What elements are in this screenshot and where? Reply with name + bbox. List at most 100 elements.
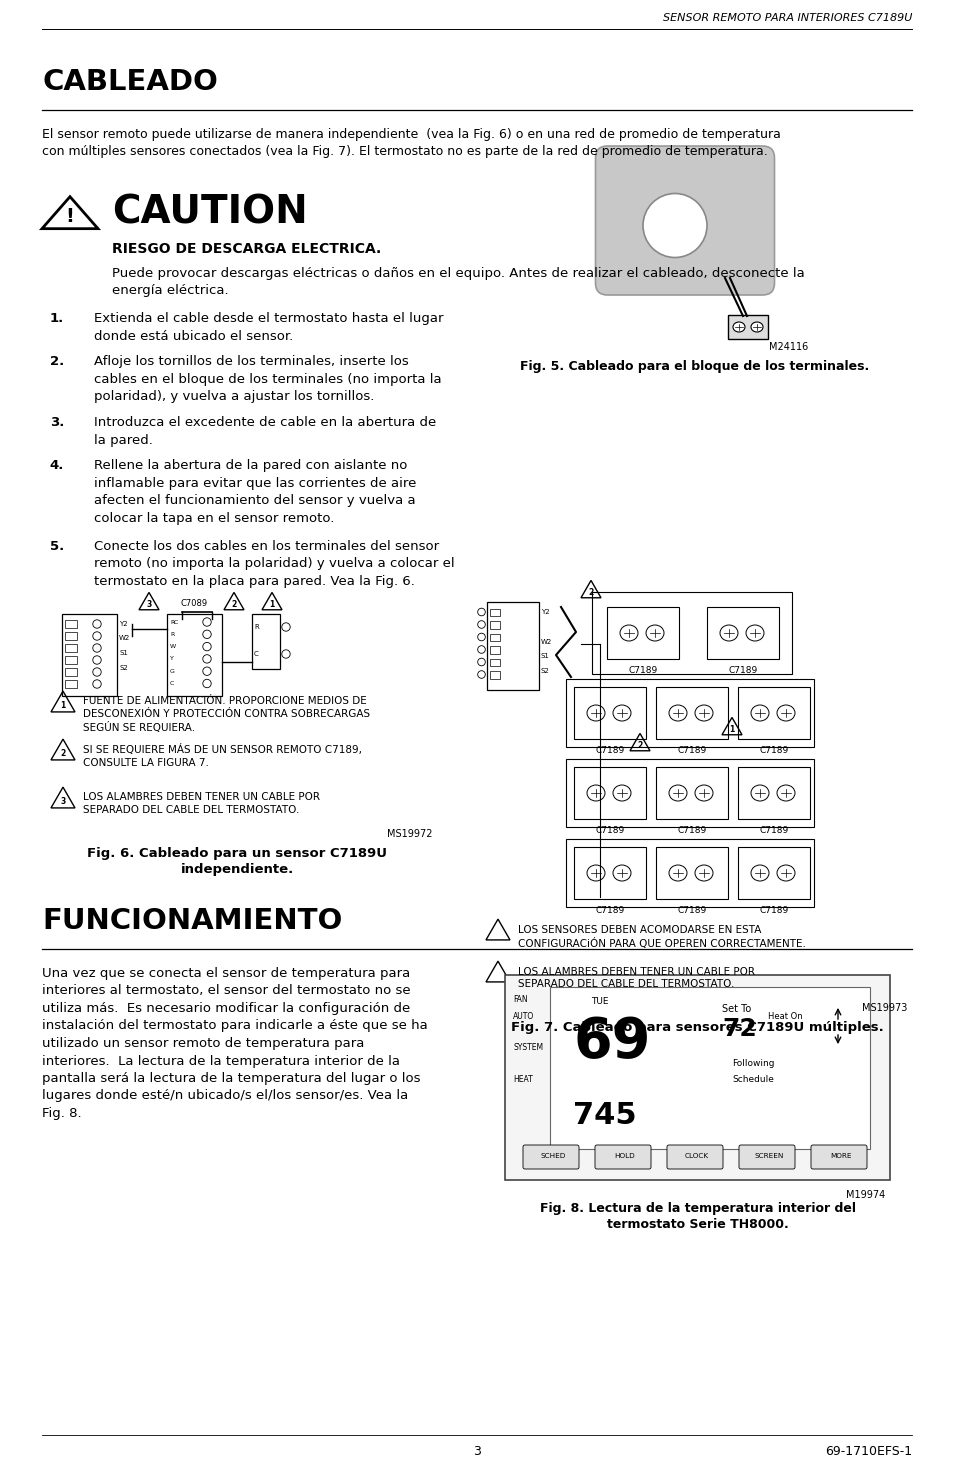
FancyBboxPatch shape	[666, 1145, 722, 1170]
Text: C7189: C7189	[595, 746, 624, 755]
Circle shape	[92, 656, 101, 664]
Text: Following: Following	[731, 1059, 774, 1068]
Text: TUE: TUE	[591, 997, 608, 1006]
Text: SCREEN: SCREEN	[754, 1153, 782, 1159]
Ellipse shape	[750, 322, 762, 332]
Text: G: G	[170, 668, 174, 674]
Text: Puede provocar descargas eléctricas o daños en el equipo. Antes de realizar el c: Puede provocar descargas eléctricas o da…	[112, 267, 804, 296]
Bar	[504, 975, 889, 1180]
Text: Afloje los tornillos de los terminales, inserte los
cables en el bloque de los t: Afloje los tornillos de los terminales, …	[94, 355, 441, 403]
Text: 2: 2	[637, 740, 642, 749]
Circle shape	[203, 643, 211, 650]
Text: MS19972: MS19972	[386, 829, 432, 839]
Text: 1: 1	[60, 701, 66, 709]
Text: C7189: C7189	[677, 826, 706, 835]
Text: CAUTION: CAUTION	[112, 195, 308, 232]
Text: 4.: 4.	[50, 460, 64, 472]
FancyBboxPatch shape	[739, 1145, 794, 1170]
Text: S2: S2	[119, 665, 128, 671]
Text: Y2: Y2	[540, 609, 549, 615]
Text: Fig. 5. Cableado para el bloque de los terminales.: Fig. 5. Cableado para el bloque de los t…	[519, 360, 869, 373]
Circle shape	[203, 618, 211, 627]
Bar	[65, 620, 77, 628]
Text: Y2: Y2	[119, 621, 128, 627]
Ellipse shape	[695, 864, 712, 881]
Text: SCHED: SCHED	[539, 1153, 565, 1159]
Text: 2: 2	[60, 748, 66, 758]
Circle shape	[203, 655, 211, 664]
Text: 2: 2	[588, 587, 593, 596]
Bar	[656, 767, 727, 819]
FancyBboxPatch shape	[522, 1145, 578, 1170]
Text: SENSOR REMOTO PARA INTERIORES C7189U: SENSOR REMOTO PARA INTERIORES C7189U	[662, 13, 911, 24]
Text: 1: 1	[269, 599, 274, 609]
Bar	[490, 658, 499, 667]
Text: HEAT: HEAT	[513, 1075, 532, 1084]
Text: 2: 2	[232, 599, 236, 609]
Text: AUTO: AUTO	[513, 1012, 534, 1022]
Text: C7089: C7089	[181, 599, 208, 608]
Ellipse shape	[776, 864, 794, 881]
Bar	[738, 687, 809, 739]
Ellipse shape	[695, 785, 712, 801]
Text: CABLEADO: CABLEADO	[42, 68, 217, 96]
Text: 72: 72	[721, 1016, 756, 1041]
Text: Extienda el cable desde el termostato hasta el lugar
donde está ubicado el senso: Extienda el cable desde el termostato ha…	[94, 313, 443, 342]
Bar	[606, 608, 679, 659]
Text: CLOCK: CLOCK	[684, 1153, 708, 1159]
Text: C7189: C7189	[595, 826, 624, 835]
Bar	[574, 767, 645, 819]
Text: 745: 745	[573, 1100, 637, 1130]
Text: RIESGO DE DESCARGA ELECTRICA.: RIESGO DE DESCARGA ELECTRICA.	[112, 242, 381, 257]
Text: 3: 3	[60, 796, 66, 805]
Circle shape	[477, 621, 485, 628]
Ellipse shape	[776, 705, 794, 721]
Text: Y: Y	[170, 656, 173, 661]
Ellipse shape	[750, 705, 768, 721]
Circle shape	[477, 646, 485, 653]
Text: M19974: M19974	[845, 1190, 884, 1201]
Text: Fig. 8. Lectura de la temperatura interior del
termostato Serie TH8000.: Fig. 8. Lectura de la temperatura interi…	[539, 1202, 855, 1232]
Text: 69-1710EFS-1: 69-1710EFS-1	[824, 1446, 911, 1457]
Bar	[738, 847, 809, 898]
Text: Set To: Set To	[721, 1004, 750, 1013]
Text: 3.: 3.	[50, 416, 64, 429]
Bar	[252, 614, 280, 670]
Text: Heat On: Heat On	[767, 1012, 801, 1022]
Ellipse shape	[745, 625, 763, 642]
Bar	[490, 671, 499, 678]
Text: 69: 69	[573, 1015, 650, 1069]
Circle shape	[477, 608, 485, 615]
Text: !: !	[66, 208, 74, 227]
FancyBboxPatch shape	[595, 146, 774, 295]
Ellipse shape	[619, 625, 638, 642]
Text: FUENTE DE ALIMENTACIÓN. PROPORCIONE MEDIOS DE
DESCONEXIÓN Y PROTECCIÓN CONTRA SO: FUENTE DE ALIMENTACIÓN. PROPORCIONE MEDI…	[83, 696, 370, 733]
Text: M24116: M24116	[768, 342, 807, 353]
Text: 3: 3	[146, 599, 152, 609]
Text: LOS ALAMBRES DEBEN TENER UN CABLE POR
SEPARADO DEL CABLE DEL TERMOSTATO.: LOS ALAMBRES DEBEN TENER UN CABLE POR SE…	[517, 968, 754, 990]
Ellipse shape	[613, 785, 630, 801]
Bar	[65, 645, 77, 652]
Bar	[65, 680, 77, 687]
Bar	[565, 678, 813, 746]
Text: LOS SENSORES DEBEN ACOMODARSE EN ESTA
CONFIGURACiÓN PARA QUE OPEREN CORRECTAMENT: LOS SENSORES DEBEN ACOMODARSE EN ESTA CO…	[517, 925, 805, 948]
Ellipse shape	[732, 322, 744, 332]
Text: W: W	[170, 645, 176, 649]
Text: Schedule: Schedule	[731, 1075, 773, 1084]
Bar	[574, 687, 645, 739]
Circle shape	[477, 658, 485, 665]
Text: HOLD: HOLD	[614, 1153, 635, 1159]
Bar	[706, 608, 779, 659]
Bar	[565, 839, 813, 907]
Circle shape	[203, 667, 211, 676]
Ellipse shape	[586, 705, 604, 721]
Text: C7189: C7189	[677, 746, 706, 755]
Ellipse shape	[645, 625, 663, 642]
Circle shape	[92, 643, 101, 652]
Circle shape	[203, 680, 211, 687]
Ellipse shape	[586, 864, 604, 881]
Text: LOS ALAMBRES DEBEN TENER UN CABLE POR
SEPARADO DEL CABLE DEL TERMOSTATO.: LOS ALAMBRES DEBEN TENER UN CABLE POR SE…	[83, 792, 319, 814]
Text: C7189: C7189	[759, 746, 788, 755]
Bar	[65, 668, 77, 676]
Bar	[490, 621, 499, 628]
